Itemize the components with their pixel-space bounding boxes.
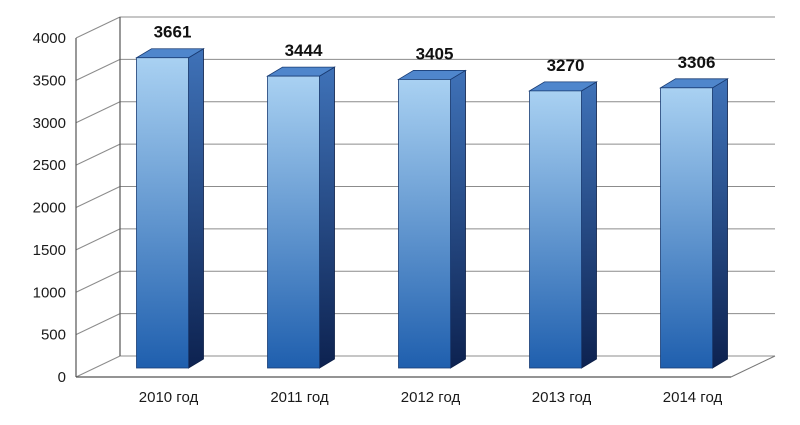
y-tick-label: 1000 xyxy=(33,284,66,301)
bar xyxy=(660,87,713,369)
axes xyxy=(75,17,776,378)
data-labels: 3661 3444 3405 3270 3306 xyxy=(154,23,716,75)
bar xyxy=(267,75,320,369)
y-tick-label: 1500 xyxy=(33,242,66,259)
gridline-side-0 xyxy=(75,355,121,378)
y-tick-label: 3500 xyxy=(33,72,66,89)
bar-side xyxy=(188,48,204,369)
bar xyxy=(529,90,582,369)
gridline-side-3500 xyxy=(75,58,121,81)
data-label: 3306 xyxy=(678,53,716,72)
bar xyxy=(398,79,451,369)
data-label: 3444 xyxy=(285,41,323,60)
x-axis-categories: 2010 год 2011 год 2012 год 2013 год 2014 год xyxy=(139,389,723,406)
bar-side xyxy=(581,81,597,369)
gridline-side-2500 xyxy=(75,143,121,166)
y-tick-label: 2500 xyxy=(33,157,66,174)
floor-right-edge xyxy=(730,355,776,378)
bar-side xyxy=(319,66,335,369)
gridline-side-2000 xyxy=(75,186,121,208)
y-tick-label: 0 xyxy=(58,369,66,386)
y-tick-label: 2000 xyxy=(33,200,66,217)
data-label: 3405 xyxy=(416,44,454,63)
y-tick-label: 3000 xyxy=(33,115,66,132)
y-axis-ticks: 0 500 1000 1500 2000 2500 3000 3500 4000 xyxy=(33,30,66,386)
data-label: 3270 xyxy=(547,56,585,75)
gridline-side-1500 xyxy=(75,228,121,251)
gridline-side-4000 xyxy=(75,16,121,39)
bar-side xyxy=(712,78,728,369)
x-tick-label: 2012 год xyxy=(401,389,461,406)
x-tick-label: 2010 год xyxy=(139,389,199,406)
data-label: 3661 xyxy=(154,23,192,42)
bars xyxy=(135,48,729,369)
gridline-side-1000 xyxy=(75,270,121,293)
gridline-side-3000 xyxy=(75,101,121,124)
x-tick-label: 2013 год xyxy=(532,389,592,406)
y-tick-label: 4000 xyxy=(33,30,66,47)
y-tick-label: 500 xyxy=(41,327,66,344)
gridline-side-500 xyxy=(75,313,121,336)
x-tick-label: 2011 год xyxy=(270,389,329,406)
bar xyxy=(136,57,189,369)
bar-side xyxy=(450,69,466,369)
x-tick-label: 2014 год xyxy=(663,389,723,406)
